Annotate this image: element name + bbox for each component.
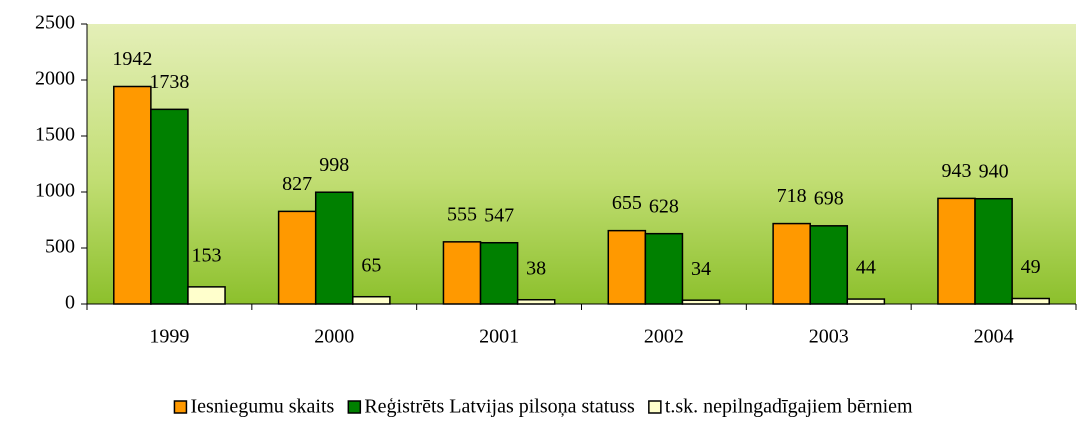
bar [352, 295, 391, 305]
data-label: 65 [361, 254, 381, 276]
bar [516, 298, 556, 305]
legend-swatch [648, 400, 662, 414]
legend-label: Reģistrēts Latvijas pilsoņa statuss [364, 396, 635, 418]
legend-label: t.sk. nepilngadīgajiem bērniem [665, 396, 913, 418]
data-label: 827 [282, 173, 312, 195]
data-label: 698 [814, 187, 844, 209]
legend-label: Iesniegumu skaits [190, 396, 334, 418]
data-label: 555 [447, 203, 477, 225]
bar [644, 232, 684, 305]
bar [681, 299, 721, 305]
data-label: 153 [192, 244, 222, 266]
y-tick-label: 2000 [35, 68, 75, 90]
data-label: 718 [777, 185, 807, 207]
x-tick-label: 2000 [314, 326, 354, 348]
data-label: 34 [691, 258, 711, 280]
x-tick-label: 2003 [809, 326, 849, 348]
data-label: 1942 [112, 48, 152, 70]
bar [1011, 297, 1050, 305]
bar [974, 197, 1013, 305]
data-label: 628 [649, 195, 679, 217]
bar [937, 197, 976, 305]
legend-swatch [347, 400, 362, 414]
bar [187, 286, 226, 305]
plot-area [87, 24, 1076, 304]
y-tick-label: 2500 [35, 12, 75, 34]
data-label: 940 [979, 160, 1009, 182]
bar [442, 241, 482, 305]
data-label: 998 [319, 154, 349, 176]
data-label: 44 [856, 257, 876, 279]
y-tick-label: 1000 [35, 180, 75, 202]
bar [113, 85, 152, 305]
data-label: 38 [526, 257, 546, 279]
x-tick-label: 2002 [644, 326, 684, 348]
data-label: 655 [612, 192, 642, 214]
x-tick-label: 2001 [479, 326, 519, 348]
bar [809, 225, 849, 305]
y-tick-label: 500 [45, 236, 75, 258]
bar [846, 298, 886, 305]
bar [314, 191, 354, 305]
data-label: 547 [484, 204, 514, 226]
data-label: 49 [1021, 256, 1041, 278]
bar [277, 210, 317, 305]
legend-swatch [173, 400, 188, 414]
y-tick-label: 0 [65, 292, 75, 314]
y-tick-label: 1500 [35, 124, 75, 146]
data-label: 1738 [149, 71, 189, 93]
bar [150, 108, 189, 305]
x-tick-label: 1999 [149, 326, 189, 348]
data-label: 943 [941, 160, 971, 182]
bar [607, 229, 647, 305]
bar [479, 241, 519, 305]
bar [772, 222, 811, 305]
x-tick-label: 2004 [974, 326, 1014, 348]
